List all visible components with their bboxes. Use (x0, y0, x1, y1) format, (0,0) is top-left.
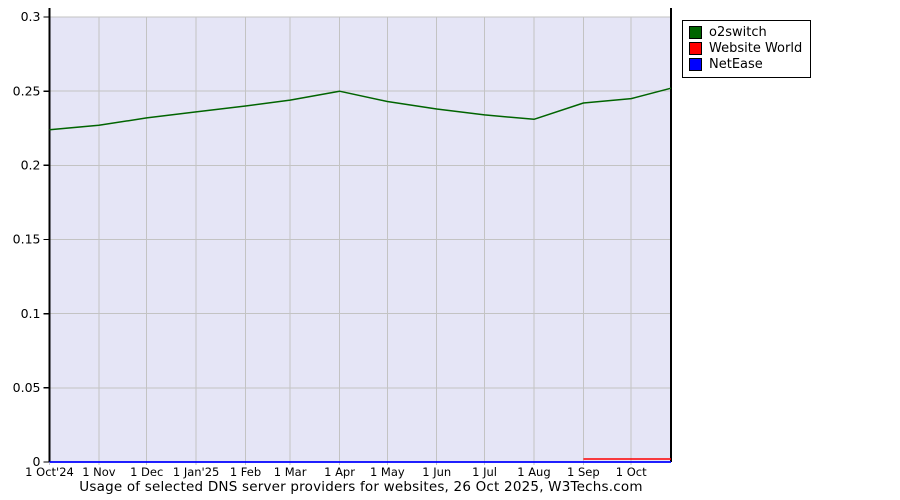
x-tick-label: 1 Jul (472, 465, 497, 479)
x-tick-label: 1 Sep (567, 465, 600, 479)
legend-label: Website World (709, 41, 803, 56)
legend-label: NetEase (709, 57, 763, 72)
y-tick-label: 0.15 (13, 232, 41, 247)
legend-item-o2switch: o2switch (689, 25, 802, 40)
x-tick-label: 1 Aug (517, 465, 550, 479)
legend-swatch-icon (689, 42, 702, 55)
x-tick-label: 1 Oct'24 (25, 465, 74, 479)
y-tick-label: 0 (33, 454, 41, 469)
x-tick-label: 1 May (370, 465, 405, 479)
y-tick-label: 0.1 (21, 306, 41, 321)
x-tick-label: 1 Mar (274, 465, 307, 479)
x-tick-label: 1 Jun (422, 465, 451, 479)
legend-item-netease: NetEase (689, 57, 802, 72)
chart-legend: o2switch Website World NetEase (682, 20, 812, 78)
y-tick-label: 0.05 (13, 380, 41, 395)
x-tick-label: 1 Oct (616, 465, 647, 479)
x-tick-label: 1 Nov (82, 465, 116, 479)
y-tick-label: 0.3 (21, 9, 41, 24)
series-line-o2switch (49, 87, 672, 131)
legend-swatch-icon (689, 58, 702, 71)
y-tick-label: 0.25 (13, 83, 41, 98)
x-tick-label: 1 Apr (324, 465, 355, 479)
legend-label: o2switch (709, 25, 767, 40)
chart-title: Usage of selected DNS server providers f… (79, 479, 643, 495)
legend-item-website-world: Website World (689, 41, 802, 56)
legend-swatch-icon (689, 26, 702, 39)
x-tick-label: 1 Feb (230, 465, 261, 479)
x-tick-label: 1 Jan'25 (173, 465, 220, 479)
x-tick-label: 1 Dec (130, 465, 163, 479)
y-tick-label: 0.2 (21, 158, 41, 173)
